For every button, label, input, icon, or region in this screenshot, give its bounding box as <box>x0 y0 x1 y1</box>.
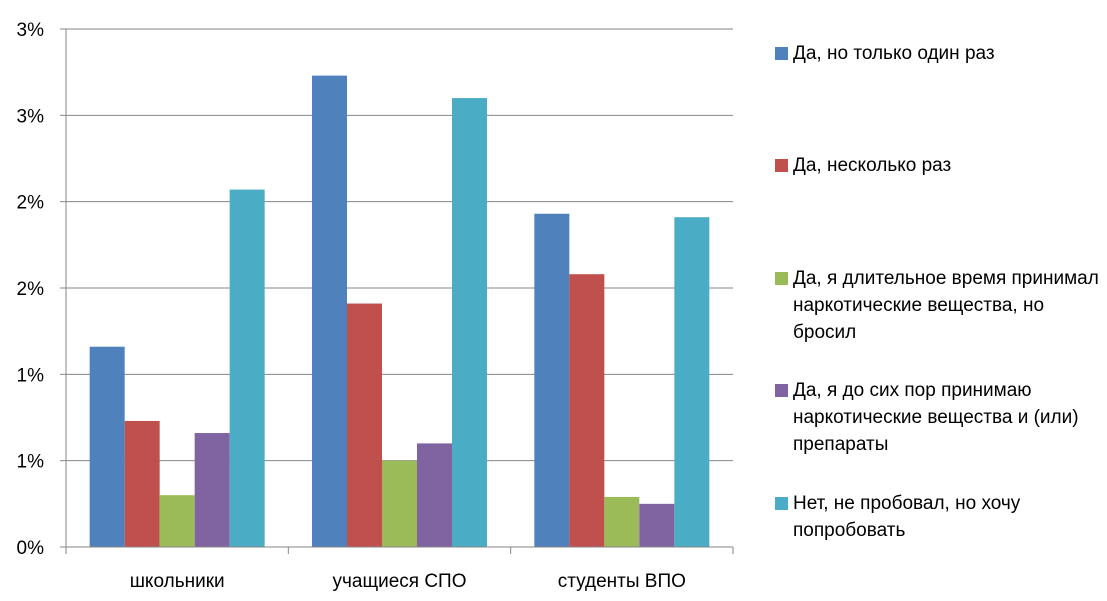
bar <box>125 421 160 547</box>
y-axis-ticks: 0% 1% 1% 2% 2% 3% 3% <box>17 20 45 559</box>
bar <box>90 347 125 547</box>
bar <box>604 497 639 547</box>
legend-item: Да, но только один раз <box>775 40 1105 67</box>
x-axis-categories: школьники учащиеся СПО студенты ВПО <box>130 571 686 592</box>
bar <box>230 190 265 547</box>
x-category-label: студенты ВПО <box>558 571 686 592</box>
bar <box>347 304 382 547</box>
bar <box>569 274 604 547</box>
legend-swatch <box>775 159 788 172</box>
gridlines <box>66 29 733 461</box>
bars <box>90 76 710 547</box>
bar <box>382 461 417 547</box>
y-tick-label: 3% <box>17 20 45 41</box>
y-tick-label: 2% <box>17 279 45 300</box>
bar <box>639 504 674 547</box>
bar <box>195 433 230 547</box>
legend-item: Нет, не пробовал, но хочу попробовать <box>775 490 1105 544</box>
y-tick-label: 2% <box>17 193 45 214</box>
legend-label: Да, я длительное время принимал наркотич… <box>793 265 1105 346</box>
bar-chart: 0% 1% 1% 2% 2% 3% 3% школьники учащиеся СПО студ… <box>0 0 760 601</box>
legend-label: Да, но только один раз <box>793 40 1105 67</box>
legend-label: Да, я до сих пор принимаю наркотические … <box>793 377 1105 458</box>
legend-swatch <box>775 272 788 285</box>
bar <box>417 443 452 547</box>
x-category-label: школьники <box>130 571 225 592</box>
y-tick-label: 0% <box>17 538 45 559</box>
legend-item: Да, я длительное время принимал наркотич… <box>775 265 1105 346</box>
bar <box>452 98 487 547</box>
legend-swatch <box>775 384 788 397</box>
legend-item: Да, я до сих пор принимаю наркотические … <box>775 377 1105 458</box>
bar <box>674 217 709 547</box>
bar <box>160 495 195 547</box>
y-tick-label: 1% <box>17 452 45 473</box>
bar <box>312 76 347 547</box>
bar <box>534 214 569 547</box>
legend-swatch <box>775 47 788 60</box>
legend-label: Нет, не пробовал, но хочу попробовать <box>793 490 1105 544</box>
legend-swatch <box>775 497 788 510</box>
y-tick-label: 1% <box>17 365 45 386</box>
y-tick-label: 3% <box>17 106 45 127</box>
legend-item: Да, несколько раз <box>775 152 1105 179</box>
x-category-label: учащиеся СПО <box>332 571 466 592</box>
legend-label: Да, несколько раз <box>793 152 1105 179</box>
